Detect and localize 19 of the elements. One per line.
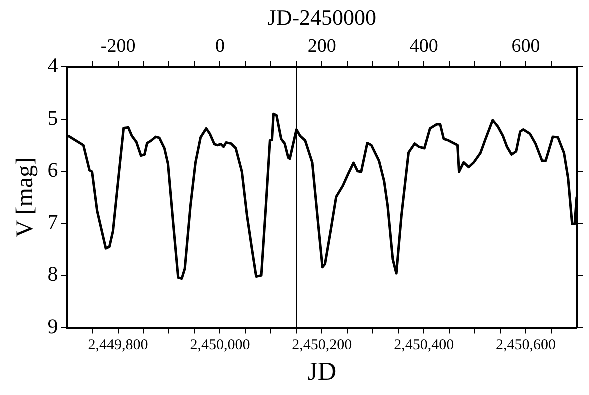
x2-axis-title: JD-2450000 [268, 4, 377, 30]
y-tick-label: 5 [48, 106, 58, 130]
x-tick-label: 2,450,200 [292, 338, 352, 354]
x2-tick-label: 0 [215, 36, 225, 57]
x2-tick-label: 400 [410, 36, 438, 57]
y-axis-title: V [mag] [12, 157, 39, 238]
x-tick-label: 2,450,000 [190, 338, 250, 354]
y-tick-label: 8 [48, 262, 58, 286]
y-tick-label: 4 [48, 54, 59, 78]
x-axis-title: JD [308, 357, 337, 386]
x2-tick-label: 200 [308, 36, 336, 57]
x-tick-label: 2,450,600 [496, 338, 556, 354]
x-tick-label: 2,450,400 [394, 338, 454, 354]
x2-tick-label: 600 [512, 36, 540, 57]
y-tick-label: 6 [48, 158, 58, 182]
y-tick-label: 7 [48, 210, 58, 234]
x2-tick-label: -200 [100, 36, 136, 57]
y-tick-label: 9 [48, 314, 58, 338]
x-tick-label: 2,449,800 [88, 338, 148, 354]
